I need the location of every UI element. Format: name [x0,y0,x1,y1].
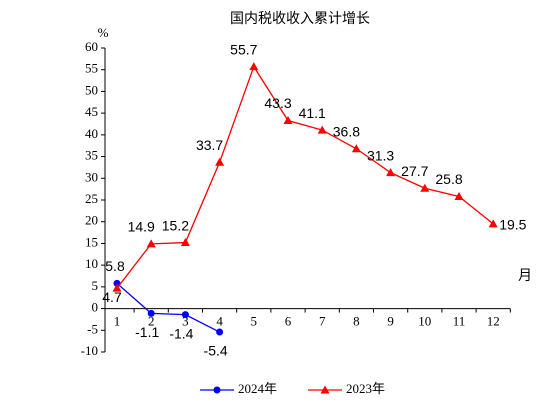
data-label: 33.7 [196,137,223,153]
x-tick-label: 2 [148,314,155,329]
x-tick-label: 8 [353,314,360,329]
y-axis-label: % [98,25,109,40]
y-tick-label: -10 [81,343,98,358]
point [215,157,225,166]
point [216,328,224,336]
data-label: 4.7 [102,289,122,305]
point [420,183,430,192]
data-label: 43.3 [264,95,291,111]
y-tick-label: 30 [85,169,98,184]
x-tick-label: 7 [319,314,326,329]
x-tick-label: 4 [216,314,223,329]
y-tick-label: 15 [85,234,98,249]
point [146,239,156,248]
data-label: 25.8 [435,171,462,187]
legend-label: 2023年 [346,381,385,396]
point [488,219,498,228]
y-tick-label: 5 [92,278,99,293]
x-tick-label: 6 [285,314,292,329]
point [283,116,293,125]
y-tick-label: 0 [92,300,99,315]
data-label: 27.7 [401,163,428,179]
point [320,385,330,394]
legend-label: 2024年 [238,381,277,396]
y-tick-label: -5 [87,321,98,336]
point [317,125,327,134]
data-label: 19.5 [499,217,526,233]
data-label: 31.3 [367,147,394,163]
y-tick-label: 10 [85,256,98,271]
x-axis-label: 月 [518,268,532,284]
series-line [116,282,220,333]
point [181,311,189,319]
data-label: 15.2 [162,217,189,233]
y-tick-label: 35 [85,148,98,163]
y-tick-label: 25 [85,191,98,206]
data-label: 36.8 [333,123,360,139]
data-label: 5.8 [105,258,125,274]
x-tick-label: 11 [453,314,466,329]
data-label: -1.4 [169,325,193,341]
y-tick-label: 55 [85,61,98,76]
x-tick-label: 5 [251,314,258,329]
y-tick-label: 45 [85,104,98,119]
x-tick-label: 9 [387,314,394,329]
x-tick-label: 10 [418,314,431,329]
data-label: 55.7 [230,41,257,57]
data-label: -5.4 [204,343,228,359]
data-label: 41.1 [299,105,326,121]
chart-title: 国内税收收入累计增长 [230,11,370,27]
point [112,283,122,292]
y-tick-label: 50 [85,82,98,97]
y-tick-label: 60 [85,39,98,54]
point [454,192,464,201]
point [147,309,155,317]
series-line [116,65,494,289]
data-label: 14.9 [128,219,155,235]
point [213,386,221,394]
point [351,144,361,153]
data-label: -1.1 [135,324,159,340]
y-tick-label: 40 [85,126,98,141]
x-tick-label: 12 [487,314,500,329]
point [180,238,190,247]
y-tick-label: 20 [85,213,98,228]
point [249,62,259,71]
point [386,168,396,177]
x-tick-label: 1 [114,314,121,329]
x-tick-label: 3 [182,314,189,329]
